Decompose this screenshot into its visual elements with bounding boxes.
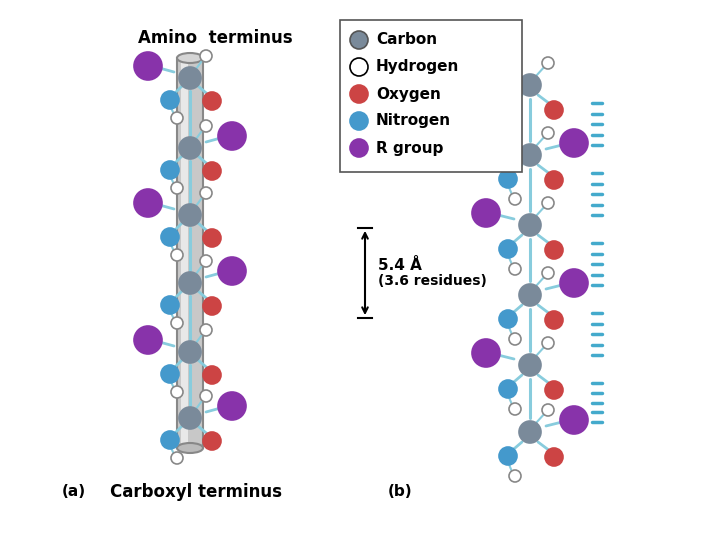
Circle shape (203, 162, 221, 180)
Circle shape (200, 324, 212, 336)
Circle shape (161, 161, 179, 179)
Circle shape (509, 193, 521, 205)
FancyBboxPatch shape (340, 20, 522, 172)
Circle shape (200, 187, 212, 199)
Circle shape (542, 267, 554, 279)
Circle shape (218, 257, 246, 285)
Circle shape (200, 50, 212, 62)
Circle shape (161, 296, 179, 314)
Circle shape (218, 392, 246, 420)
Circle shape (472, 199, 500, 227)
Circle shape (134, 189, 162, 217)
Circle shape (161, 431, 179, 449)
Circle shape (171, 386, 183, 398)
Circle shape (171, 112, 183, 124)
Circle shape (519, 144, 541, 166)
Ellipse shape (177, 443, 203, 453)
Bar (177, 58, 203, 448)
Circle shape (519, 214, 541, 236)
Circle shape (203, 366, 221, 384)
Circle shape (200, 390, 212, 402)
Circle shape (509, 263, 521, 275)
Circle shape (161, 91, 179, 109)
Circle shape (499, 380, 517, 398)
Circle shape (200, 120, 212, 132)
Circle shape (350, 139, 368, 157)
Text: Amino  terminus: Amino terminus (138, 29, 292, 47)
Circle shape (545, 101, 563, 119)
Text: Carboxyl terminus: Carboxyl terminus (110, 483, 282, 501)
Circle shape (542, 57, 554, 69)
Text: R group: R group (376, 140, 444, 156)
Circle shape (350, 85, 368, 103)
Circle shape (179, 407, 201, 429)
Circle shape (545, 381, 563, 399)
Circle shape (560, 269, 588, 297)
Circle shape (472, 59, 500, 87)
Circle shape (134, 326, 162, 354)
Text: Nitrogen: Nitrogen (376, 113, 451, 129)
Circle shape (179, 137, 201, 159)
Circle shape (499, 310, 517, 328)
Circle shape (509, 470, 521, 482)
Circle shape (545, 311, 563, 329)
Circle shape (542, 127, 554, 139)
Circle shape (161, 228, 179, 246)
Circle shape (203, 432, 221, 450)
Circle shape (203, 297, 221, 315)
Circle shape (519, 74, 541, 96)
Ellipse shape (177, 53, 203, 63)
Circle shape (499, 447, 517, 465)
Text: (a): (a) (62, 484, 86, 500)
Circle shape (218, 122, 246, 150)
Circle shape (509, 123, 521, 135)
Circle shape (179, 67, 201, 89)
Circle shape (560, 406, 588, 434)
Circle shape (542, 404, 554, 416)
Text: (3.6 residues): (3.6 residues) (378, 274, 487, 288)
Circle shape (203, 92, 221, 110)
Circle shape (350, 31, 368, 49)
Circle shape (179, 341, 201, 363)
Circle shape (542, 197, 554, 209)
Circle shape (545, 171, 563, 189)
Circle shape (179, 272, 201, 294)
Circle shape (171, 249, 183, 261)
Circle shape (134, 52, 162, 80)
Text: Oxygen: Oxygen (376, 86, 441, 102)
Circle shape (499, 170, 517, 188)
Circle shape (509, 333, 521, 345)
Circle shape (499, 240, 517, 258)
Circle shape (542, 337, 554, 349)
Bar (181, 58, 188, 448)
Text: (b): (b) (388, 484, 413, 500)
Circle shape (560, 129, 588, 157)
Circle shape (519, 354, 541, 376)
Text: 5.4 Å: 5.4 Å (378, 259, 422, 273)
Circle shape (350, 58, 368, 76)
Circle shape (519, 284, 541, 306)
Circle shape (171, 182, 183, 194)
Circle shape (171, 317, 183, 329)
Circle shape (350, 112, 368, 130)
Circle shape (171, 452, 183, 464)
Circle shape (179, 204, 201, 226)
Text: Hydrogen: Hydrogen (376, 59, 459, 75)
Text: Carbon: Carbon (376, 32, 437, 48)
Circle shape (472, 339, 500, 367)
Circle shape (545, 448, 563, 466)
Circle shape (519, 421, 541, 443)
Circle shape (161, 365, 179, 383)
Circle shape (203, 229, 221, 247)
Circle shape (200, 255, 212, 267)
Circle shape (545, 241, 563, 259)
Circle shape (499, 100, 517, 118)
Circle shape (509, 403, 521, 415)
